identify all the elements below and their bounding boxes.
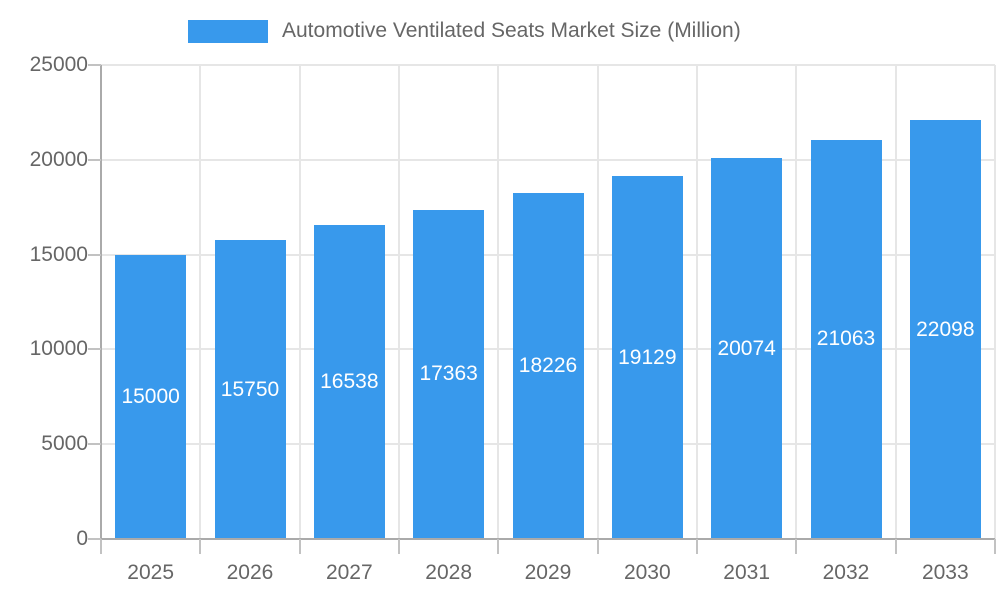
x-gridline bbox=[398, 65, 400, 539]
y-axis-tick bbox=[88, 348, 101, 351]
x-axis-tick bbox=[596, 539, 599, 554]
bar bbox=[214, 240, 286, 539]
x-axis-tick-label: 2027 bbox=[325, 561, 373, 584]
y-axis-tick-label: 0 bbox=[76, 527, 88, 550]
x-gridline bbox=[497, 65, 500, 539]
y-axis-tick bbox=[88, 158, 101, 161]
x-gridline bbox=[596, 65, 599, 539]
y-axis-tick-label: 20000 bbox=[29, 147, 88, 171]
y-axis-line bbox=[100, 65, 102, 539]
y-gridline bbox=[101, 158, 995, 161]
legend-swatch bbox=[188, 19, 268, 43]
bar bbox=[711, 158, 783, 539]
x-axis-tick bbox=[497, 539, 500, 554]
x-axis-tick-label: 2033 bbox=[921, 561, 969, 584]
y-gridline bbox=[101, 64, 995, 66]
bar-value-label: 21063 bbox=[816, 327, 876, 351]
plot-area: 15000 15750 16538 17363 18226 19129 20074 21063… bbox=[100, 64, 996, 540]
x-axis-tick bbox=[298, 539, 301, 554]
x-gridline bbox=[994, 65, 996, 539]
x-axis-tick bbox=[795, 539, 798, 554]
x-axis-tick bbox=[696, 539, 698, 554]
y-axis-tick bbox=[88, 64, 101, 66]
y-axis-tick bbox=[88, 538, 101, 540]
bar bbox=[512, 193, 584, 539]
x-axis-tick-label: 2028 bbox=[425, 561, 473, 584]
bar bbox=[909, 120, 981, 539]
x-axis-tick bbox=[994, 539, 996, 554]
bar-value-label: 16538 bbox=[320, 370, 379, 394]
x-axis-tick bbox=[199, 539, 202, 554]
x-axis-tick bbox=[398, 539, 400, 554]
bar-value-label: 22098 bbox=[916, 317, 975, 341]
x-axis-tick bbox=[894, 539, 897, 554]
y-axis-tick-label: 10000 bbox=[29, 337, 88, 361]
bar-value-label: 19129 bbox=[618, 345, 677, 369]
x-gridline bbox=[795, 65, 798, 539]
y-axis-tick-label: 25000 bbox=[29, 53, 88, 76]
x-gridline bbox=[894, 65, 897, 539]
x-axis-tick-label: 2030 bbox=[623, 561, 671, 584]
bar-value-label: 20074 bbox=[717, 336, 776, 360]
x-gridline bbox=[298, 65, 301, 539]
y-axis-tick-label: 15000 bbox=[29, 242, 88, 266]
x-axis-tick-label: 2025 bbox=[127, 561, 175, 584]
x-axis-tick-label: 2029 bbox=[524, 561, 572, 584]
bar bbox=[810, 139, 882, 539]
bar bbox=[115, 254, 187, 539]
bar-value-label: 15750 bbox=[220, 377, 280, 401]
bar-value-label: 15000 bbox=[121, 384, 180, 408]
x-axis-tick-label: 2031 bbox=[723, 561, 771, 584]
y-axis-tick bbox=[88, 253, 101, 256]
bar bbox=[611, 176, 683, 539]
y-axis-tick bbox=[88, 443, 101, 446]
x-gridline bbox=[696, 65, 698, 539]
x-gridline bbox=[199, 65, 202, 539]
bar-value-label: 17363 bbox=[419, 362, 478, 386]
bar bbox=[413, 209, 485, 539]
y-axis-tick-label: 5000 bbox=[41, 432, 88, 456]
x-axis-tick-label: 2026 bbox=[226, 561, 274, 584]
x-axis-tick-label: 2032 bbox=[822, 561, 870, 584]
x-axis-tick bbox=[100, 539, 102, 554]
bar-value-label: 18226 bbox=[518, 354, 578, 378]
bar bbox=[313, 225, 385, 539]
x-axis-line bbox=[101, 538, 995, 540]
legend-label: Automotive Ventilated Seats Market Size … bbox=[282, 19, 741, 42]
chart-legend: Automotive Ventilated Seats Market Size … bbox=[188, 14, 741, 48]
